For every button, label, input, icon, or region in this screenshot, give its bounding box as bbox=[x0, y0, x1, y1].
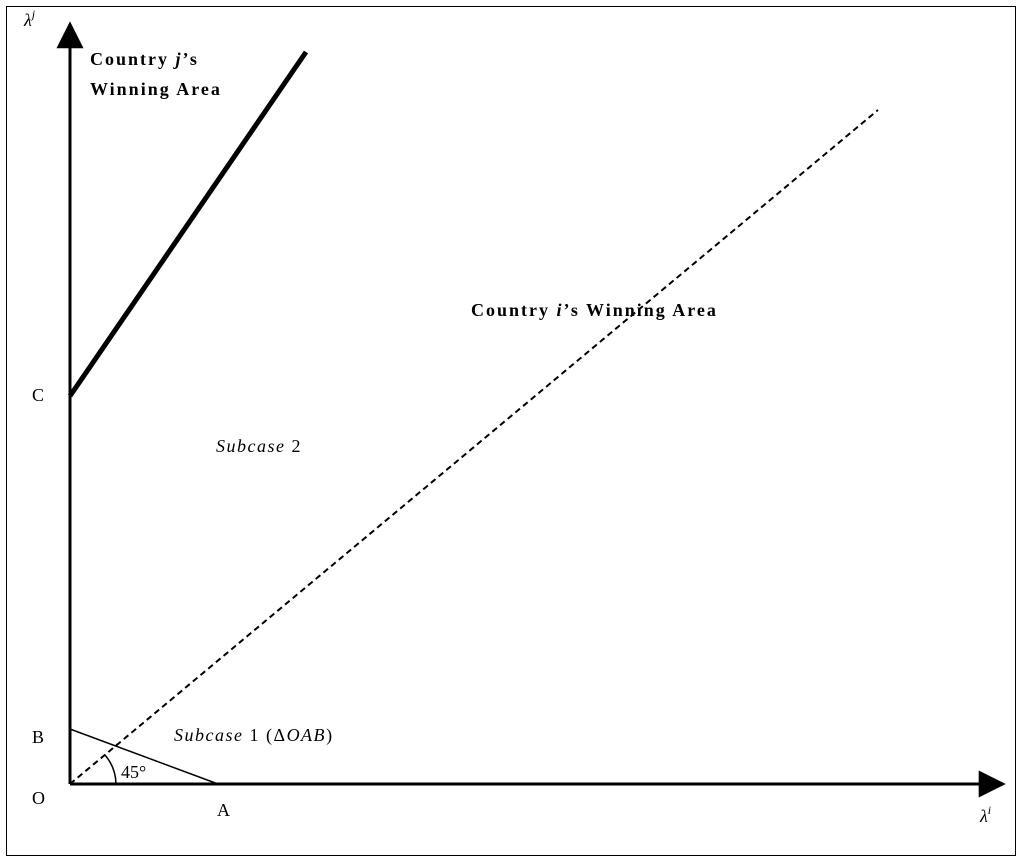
subcase-2-label: Subcase 2 bbox=[216, 436, 302, 456]
country-i-label: Country i’s Winning Area bbox=[471, 300, 718, 320]
point-label-o: O bbox=[32, 788, 45, 808]
x-axis-label: λi bbox=[979, 803, 991, 826]
forty-five-degree-dashed-line bbox=[69, 109, 879, 785]
subcase-1-label: Subcase 1 (ΔOAB) bbox=[174, 725, 334, 746]
country-j-boundary-line bbox=[67, 50, 309, 398]
y-axis-label: λj bbox=[23, 7, 36, 30]
country-j-label-line1: Country j’s bbox=[90, 49, 199, 69]
angle-arc bbox=[104, 754, 117, 785]
diagram-frame bbox=[6, 6, 1016, 856]
point-label-c: C bbox=[32, 385, 44, 405]
country-j-label-line2: Winning Area bbox=[90, 79, 222, 99]
line-b-to-a bbox=[69, 728, 219, 785]
angle-45-label: 45° bbox=[121, 762, 146, 782]
point-label-b: B bbox=[32, 727, 44, 747]
point-label-a: A bbox=[217, 800, 230, 820]
